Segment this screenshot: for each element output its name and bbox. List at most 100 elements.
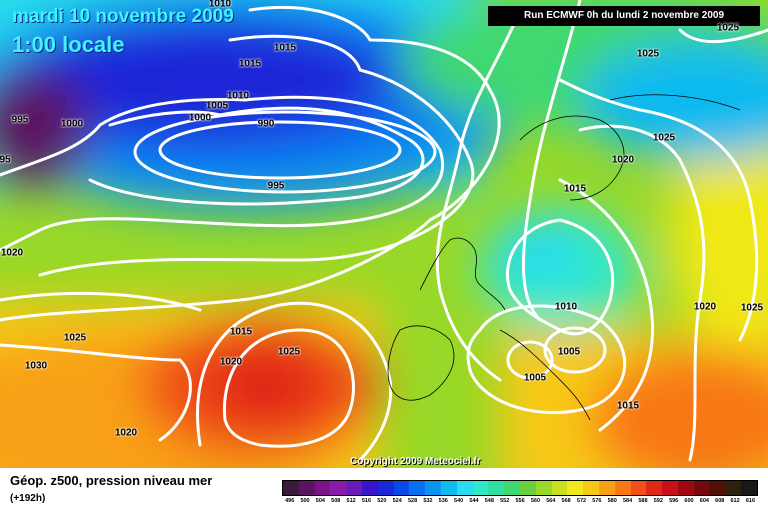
map-canvas [0, 0, 768, 468]
legend-swatch [440, 481, 457, 495]
legend-tick-label: 604 [699, 498, 709, 504]
map-footer: Géop. z500, pression niveau mer (+192h) … [0, 468, 768, 512]
isobar-label: 1025 [652, 132, 676, 144]
isobar-label: 1020 [114, 427, 138, 439]
coastlines [387, 94, 741, 421]
legend-tick-label: 560 [530, 498, 541, 504]
isobar-label: 1025 [716, 22, 740, 34]
legend-tick-label: 572 [576, 498, 587, 504]
legend-tick-label: 552 [500, 498, 510, 504]
map-time-title: 1:00 locale [12, 32, 125, 57]
legend-tick-label: 556 [515, 498, 525, 504]
isobar-990 [158, 120, 402, 180]
legend-tick-label: 532 [423, 498, 433, 504]
product-title: Géop. z500, pression niveau mer [10, 473, 213, 488]
legend-tick-label: 516 [361, 498, 372, 504]
legend-swatch [741, 481, 757, 495]
isobar-label: 1020 [219, 356, 243, 368]
isobar-label: 1010 [226, 90, 250, 102]
isobar-label: 995 [11, 114, 29, 126]
isobar-1020-high [196, 301, 393, 462]
legend-swatch [567, 481, 584, 495]
legend-swatch [630, 481, 647, 495]
isobar-label: 95 [0, 154, 11, 166]
legend-swatch [425, 481, 441, 495]
legend-tick-label: 548 [484, 498, 494, 504]
isobar-label: 1010 [208, 0, 232, 10]
isobar-label: 1015 [563, 183, 587, 195]
legend-swatch [488, 481, 505, 495]
legend-swatch [725, 481, 742, 495]
isobar-1015 [0, 5, 501, 322]
legend-tick-label: 524 [392, 498, 402, 504]
weather-map: mardi 10 novembre 2009 1:00 locale Run E… [0, 0, 768, 468]
isobar-1025-ne [678, 28, 768, 44]
legend-color-bar [282, 480, 758, 496]
legend-tick-label: 536 [438, 498, 448, 504]
legend-swatch [361, 481, 378, 495]
legend-tick-label: 596 [669, 498, 679, 504]
legend-swatch [583, 481, 599, 495]
legend-swatch [677, 481, 694, 495]
legend-tick-label: 616 [745, 498, 756, 504]
legend-tick-label: 608 [715, 498, 725, 504]
isobar-label: 1005 [557, 346, 581, 358]
copyright-text: Copyright 2009 Meteociel.fr [350, 456, 481, 467]
legend-swatch [662, 481, 678, 495]
isobar-label: 1020 [693, 301, 717, 313]
legend-tick-label: 592 [653, 498, 663, 504]
legend-swatch [409, 481, 426, 495]
legend-swatch [472, 481, 489, 495]
isobar-label: 1020 [611, 154, 635, 166]
legend-swatch [346, 481, 362, 495]
legend-swatch [314, 481, 331, 495]
isobars [0, 0, 768, 462]
isobar-995 [133, 110, 437, 194]
isobar-label: 1025 [277, 346, 301, 358]
isobar-label: 1015 [229, 326, 253, 338]
isobar-label: 1010 [554, 301, 578, 313]
legend-swatch [646, 481, 663, 495]
isobar-1020-east [578, 124, 706, 462]
isobar-1025-west [0, 291, 202, 312]
isobar-1005-a [506, 340, 554, 380]
legend-swatch [330, 481, 347, 495]
color-legend: 496 500 504 508 512 516 520 524 528 532 536 540 544 5… [282, 480, 758, 508]
legend-tick-label: 520 [377, 498, 387, 504]
legend-swatch [535, 481, 552, 495]
legend-tick-label: 500 [300, 498, 310, 504]
legend-tick-label: 568 [561, 498, 571, 504]
isobar-label: 1000 [188, 112, 212, 124]
isobar-label: 1015 [273, 42, 297, 54]
legend-ticks: 496 500 504 508 512 516 520 524 528 532 536 540 544 5… [282, 498, 758, 504]
isobar-1005-b [543, 326, 607, 374]
legend-swatch [519, 481, 536, 495]
isobar-label: 1025 [740, 302, 764, 314]
legend-swatch [298, 481, 315, 495]
isobar-1015-east [558, 178, 655, 432]
isobar-label: 990 [257, 118, 275, 130]
isobar-1025-high [222, 328, 355, 448]
legend-swatch [693, 481, 710, 495]
geopotential-field [0, 0, 768, 468]
legend-tick-label: 612 [730, 498, 740, 504]
legend-tick-label: 576 [592, 498, 602, 504]
isobar-label: 1030 [24, 360, 48, 372]
isobar-label: 1005 [523, 372, 547, 384]
run-info-box: Run ECMWF 0h du lundi 2 novembre 2009 [488, 6, 760, 26]
isobar-label: 1005 [205, 100, 229, 112]
legend-swatch [598, 481, 615, 495]
isobar-label: 1015 [616, 400, 640, 412]
legend-swatch [504, 481, 520, 495]
isobar-label: 1025 [63, 332, 87, 344]
isobar-label: 1015 [238, 58, 262, 70]
forecast-range: (+192h) [10, 493, 46, 504]
isobar-label: 1025 [636, 48, 660, 60]
isobar-1000 [88, 106, 425, 206]
legend-swatch [377, 481, 394, 495]
legend-tick-label: 584 [622, 498, 633, 504]
isobar-label: 1000 [60, 118, 84, 130]
isobar-1015-central [521, 0, 582, 322]
legend-tick-label: 512 [346, 498, 356, 504]
legend-swatch [456, 481, 473, 495]
